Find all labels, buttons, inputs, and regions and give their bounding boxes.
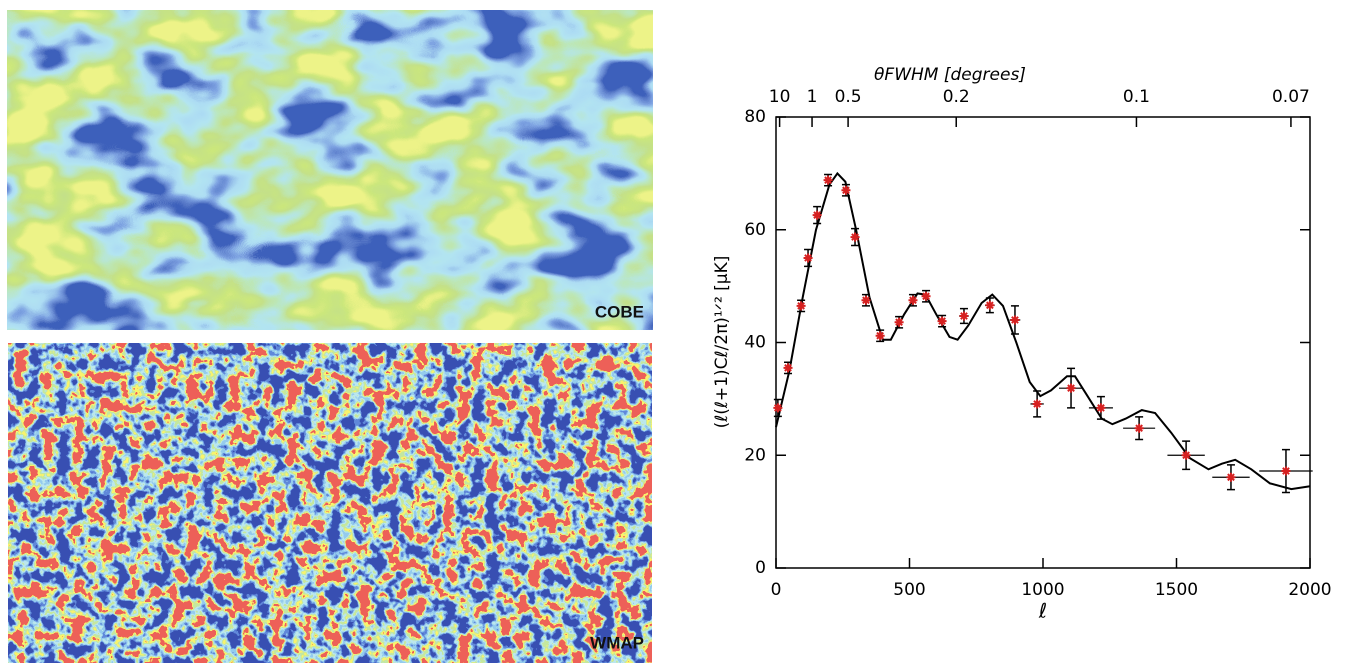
x2-tick-label: 0.07 bbox=[1272, 87, 1310, 107]
x-tick-label: 500 bbox=[893, 580, 925, 600]
y-tick-label: 0 bbox=[755, 558, 766, 578]
x2-tick-label: 10 bbox=[769, 87, 791, 107]
y-tick-label: 40 bbox=[744, 333, 766, 353]
x-tick-label: 2000 bbox=[1288, 580, 1331, 600]
data-point bbox=[908, 295, 918, 305]
data-point bbox=[1066, 383, 1076, 393]
wmap-map bbox=[8, 343, 652, 663]
map-label: WMAP bbox=[590, 633, 644, 652]
x2-axis-label: θFWHM [degrees] bbox=[874, 65, 1026, 85]
data-point bbox=[921, 291, 931, 301]
x-axis-label: ℓ bbox=[1038, 599, 1047, 623]
x-tick-label: 1000 bbox=[1021, 580, 1064, 600]
y-tick-label: 20 bbox=[744, 445, 766, 465]
data-point bbox=[1032, 399, 1042, 409]
x2-tick-label: 0.2 bbox=[943, 87, 970, 107]
model-curve bbox=[775, 171, 1311, 491]
cobe-map bbox=[7, 10, 653, 330]
data-point bbox=[1096, 403, 1106, 413]
data-point bbox=[937, 316, 947, 326]
chart: θFWHM [degrees] ℓ (ℓ(ℓ+1)Cℓ/2π)¹ᐟ² [μK] … bbox=[712, 65, 1332, 623]
y-tick-label: 60 bbox=[744, 220, 766, 240]
data-point bbox=[850, 232, 860, 242]
data-point bbox=[823, 175, 833, 185]
data-point bbox=[959, 311, 969, 321]
data-point bbox=[803, 253, 813, 263]
data-point bbox=[1226, 472, 1236, 482]
data-point bbox=[875, 331, 885, 341]
data-point bbox=[773, 403, 783, 413]
x-tick-label: 1500 bbox=[1155, 580, 1198, 600]
data-point bbox=[796, 301, 806, 311]
data-point bbox=[861, 295, 871, 305]
x2-tick-label: 0.5 bbox=[835, 87, 862, 107]
x-tick-label: 0 bbox=[771, 580, 782, 600]
x2-tick-label: 1 bbox=[807, 87, 818, 107]
data-point bbox=[894, 317, 904, 327]
data-point bbox=[1181, 450, 1191, 460]
sky-maps: COBE WMAP bbox=[7, 10, 653, 663]
data-point bbox=[783, 363, 793, 373]
y-axis-label: (ℓ(ℓ+1)Cℓ/2π)¹ᐟ² [μK] bbox=[712, 256, 732, 429]
data-point bbox=[1010, 315, 1020, 325]
data-point bbox=[1281, 466, 1291, 476]
map-label: COBE bbox=[595, 302, 644, 321]
x2-tick-label: 0.1 bbox=[1123, 87, 1150, 107]
data-point bbox=[1134, 423, 1144, 433]
data-point bbox=[985, 300, 995, 310]
data-point bbox=[812, 210, 822, 220]
plot-frame bbox=[775, 116, 1311, 569]
data-point bbox=[841, 185, 851, 195]
y-tick-label: 80 bbox=[744, 107, 766, 127]
